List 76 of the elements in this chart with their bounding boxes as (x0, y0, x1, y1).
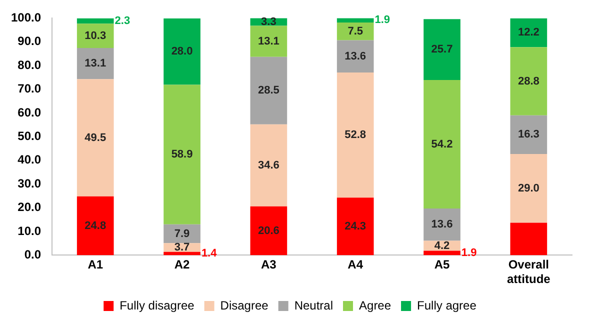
y-tick-label: 80.0 (18, 58, 42, 72)
bar (250, 206, 288, 256)
data-label: 4.2 (434, 240, 450, 252)
y-tick-label: 70.0 (18, 82, 42, 96)
bar (164, 84, 200, 224)
x-tick-label: A2 (174, 258, 190, 272)
data-label: 13.6 (431, 218, 453, 231)
x-tick-label: A3 (261, 258, 277, 272)
data-label: 7.5 (348, 25, 363, 38)
bar (510, 47, 548, 116)
data-label: 25.7 (431, 44, 453, 56)
data-label: 28.5 (258, 84, 280, 97)
bar (76, 24, 114, 48)
x-tick-label: Overall attitude (506, 258, 551, 286)
bar (336, 18, 374, 22)
bar (510, 115, 548, 154)
legend-label: Fully disagree (120, 298, 195, 312)
data-label: 20.6 (258, 224, 280, 237)
data-label: 34.6 (258, 159, 280, 172)
legend-label: Disagree (220, 298, 269, 312)
bar (336, 22, 374, 40)
data-label: 28.8 (518, 75, 540, 88)
data-label: 16.3 (518, 128, 540, 141)
bar (76, 79, 114, 196)
data-label: 13.6 (344, 50, 366, 62)
data-label: 13.1 (258, 35, 280, 48)
y-tick-label: 30.0 (18, 176, 42, 190)
data-label: 1.4 (201, 248, 218, 260)
data-label: 2.3 (114, 14, 130, 27)
legend-label: Neutral (294, 298, 334, 312)
bar (76, 18, 114, 24)
y-tick-label: 10.0 (18, 224, 42, 238)
y-tick-label: 60.0 (18, 105, 42, 120)
legend-label: Agree (359, 298, 392, 312)
data-label: 12.2 (518, 26, 540, 39)
data-label: 58.9 (171, 148, 193, 161)
data-label: 3.3 (261, 16, 276, 28)
data-label: 1.9 (461, 246, 477, 259)
x-tick-label: A1 (88, 258, 104, 272)
y-tick-label: 40.0 (18, 152, 42, 167)
bar (76, 196, 114, 256)
y-tick-label: 20.0 (18, 200, 42, 214)
bar (424, 208, 460, 241)
data-label: 24.8 (84, 220, 106, 232)
data-label: 7.9 (174, 228, 190, 240)
data-label: 49.5 (84, 132, 106, 144)
data-label: 28.0 (171, 46, 193, 58)
bar (250, 124, 288, 206)
data-label: 3.7 (174, 242, 190, 254)
bar (336, 40, 374, 72)
bar (250, 56, 288, 124)
bar (424, 250, 460, 256)
data-label: 1.9 (374, 14, 390, 26)
data-label: 52.8 (344, 129, 366, 142)
bar (424, 80, 460, 209)
bar (164, 18, 200, 85)
bar (76, 48, 114, 80)
bar (250, 26, 288, 57)
bar (510, 154, 548, 223)
bar (336, 72, 374, 198)
bar (424, 19, 460, 80)
y-tick-label: 50.0 (18, 129, 42, 144)
bar (336, 198, 374, 256)
bar (510, 222, 548, 256)
data-label: 24.3 (344, 220, 366, 232)
x-tick-label: A5 (434, 258, 450, 272)
y-tick-label: 100.0 (11, 10, 42, 25)
bar (164, 252, 200, 256)
legend-label: Fully agree (417, 298, 477, 312)
data-label: 54.2 (431, 138, 453, 150)
data-label: 13.1 (84, 58, 106, 70)
y-tick-label: 0.0 (24, 248, 42, 262)
y-tick-label: 90.0 (18, 34, 42, 48)
x-tick-label: A4 (348, 258, 364, 272)
data-label: 10.3 (84, 30, 106, 42)
data-label: 29.0 (518, 182, 540, 194)
